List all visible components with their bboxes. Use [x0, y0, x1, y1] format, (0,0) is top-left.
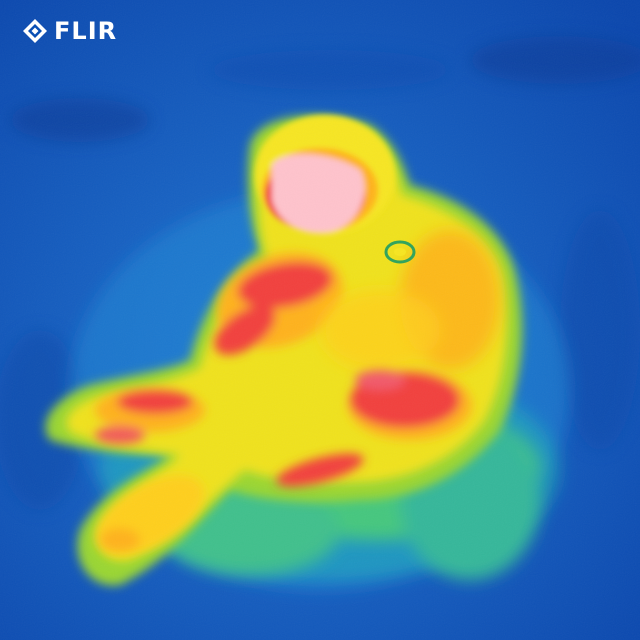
- flir-logo-text: FLIR: [54, 17, 118, 45]
- flir-logo: FLIR: [22, 16, 117, 46]
- flir-diamond-icon: [23, 19, 47, 43]
